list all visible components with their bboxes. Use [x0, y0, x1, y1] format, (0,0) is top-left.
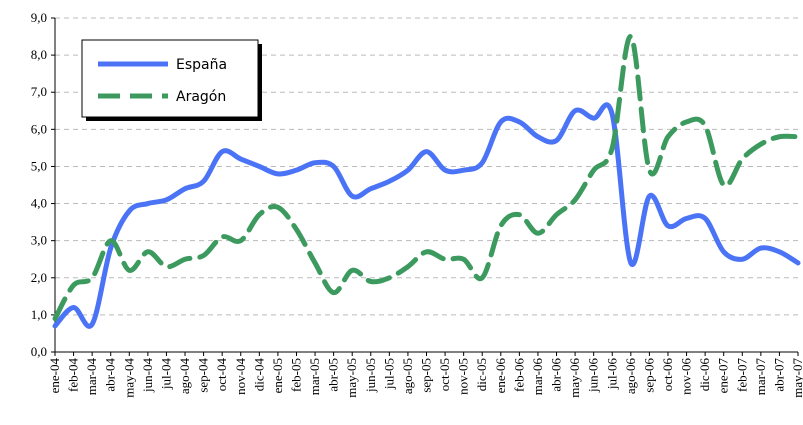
- y-tick-label: 8,0: [31, 47, 47, 62]
- x-tick-label: dic-04: [251, 358, 266, 392]
- x-tick-label: feb-06: [511, 358, 526, 392]
- x-tick-label: may-07: [790, 358, 803, 398]
- x-tick-label: may-04: [121, 358, 136, 398]
- x-tick-label: jun-05: [363, 358, 378, 393]
- x-tick-label: oct-06: [660, 358, 675, 392]
- x-tick-label: nov-06: [679, 358, 694, 395]
- x-tick-label: feb-05: [288, 358, 303, 392]
- x-tick-label: ago-06: [623, 358, 638, 395]
- legend: [81, 39, 259, 118]
- x-tick-label: jun-04: [140, 358, 155, 393]
- x-tick-label: mar-06: [530, 358, 545, 396]
- x-tick-label: ene-04: [47, 358, 62, 394]
- x-tick-label: jun-06: [586, 358, 601, 393]
- x-tick-label: jul-04: [158, 358, 173, 391]
- x-tick-label: may-05: [344, 358, 359, 398]
- series-line: [52, 34, 801, 322]
- x-tick-label: abr-07: [771, 358, 786, 392]
- y-tick-label: 0,0: [31, 344, 47, 359]
- y-tick-label: 1,0: [31, 307, 47, 322]
- x-tick-label: nov-05: [456, 358, 471, 395]
- legend-label: Aragón: [176, 89, 226, 105]
- x-tick-label: jul-06: [604, 358, 619, 391]
- x-tick-label: ago-05: [400, 358, 415, 394]
- x-tick-label: abr-06: [549, 358, 564, 392]
- x-tick-label: mar-05: [307, 358, 322, 395]
- x-tick-label: ago-04: [177, 358, 192, 395]
- x-tick-label: may-06: [567, 358, 582, 398]
- x-tick-label: ene-07: [716, 358, 731, 394]
- x-tick-label: abr-05: [326, 358, 341, 392]
- y-tick-label: 4,0: [31, 196, 47, 211]
- y-tick-label: 7,0: [31, 84, 47, 99]
- x-tick-label: mar-07: [753, 358, 768, 396]
- x-tick-label: dic-06: [697, 358, 712, 392]
- x-tick-label: feb-04: [66, 358, 81, 392]
- x-tick-label: jul-05: [381, 358, 396, 390]
- series-line: [52, 102, 801, 329]
- x-tick-label: mar-04: [84, 358, 99, 396]
- x-tick-label: ene-06: [493, 358, 508, 394]
- legend-label: España: [176, 57, 227, 73]
- y-tick-label: 2,0: [31, 270, 47, 285]
- y-tick-label: 6,0: [31, 121, 47, 136]
- x-tick-label: ene-05: [270, 358, 285, 393]
- x-tick-label: feb-07: [734, 358, 749, 392]
- y-tick-label: 9,0: [31, 10, 47, 25]
- x-tick-label: sep-05: [419, 358, 434, 393]
- y-tick-label: 5,0: [31, 158, 47, 173]
- x-tick-label: oct-04: [214, 358, 229, 392]
- x-tick-label: dic-05: [474, 358, 489, 391]
- x-tick-label: nov-04: [233, 358, 248, 395]
- x-tick-label: oct-05: [437, 358, 452, 391]
- y-tick-label: 3,0: [31, 233, 47, 248]
- x-tick-label: abr-04: [103, 358, 118, 392]
- x-tick-label: sep-04: [196, 358, 211, 393]
- x-tick-label: sep-06: [641, 358, 656, 393]
